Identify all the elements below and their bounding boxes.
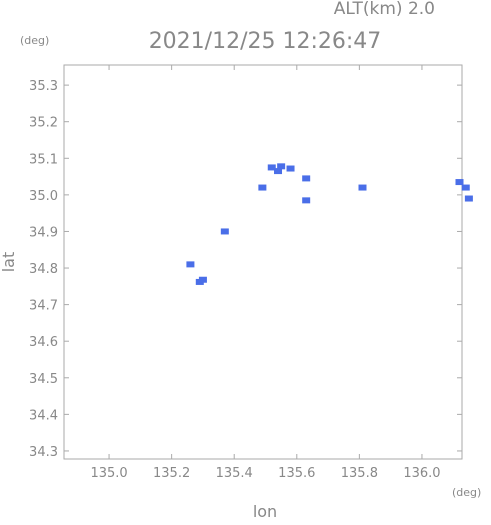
echo-point	[277, 163, 286, 170]
y-tick-label: 34.4	[29, 408, 58, 423]
echo-point	[464, 195, 473, 202]
echo-point	[302, 197, 311, 204]
echo-point	[258, 184, 267, 191]
x-tick-label: 135.4	[216, 466, 253, 481]
y-tick-label: 34.3	[29, 445, 58, 460]
y-tick-label: 35.3	[29, 79, 58, 94]
x-tick-label: 135.0	[90, 466, 127, 481]
y-tick-label: 34.7	[29, 299, 58, 314]
echo-point	[461, 184, 470, 191]
y-tick-label: 35.1	[29, 152, 58, 167]
echo-point	[286, 165, 295, 172]
echo-point	[267, 164, 276, 171]
y-tick-label: 34.9	[29, 225, 58, 240]
x-tick-label: 135.6	[278, 466, 315, 481]
x-tick-label: 136.0	[403, 466, 440, 481]
y-axis-label: lat	[0, 252, 18, 273]
y-tick-label: 35.2	[29, 116, 58, 131]
y-tick-label: 34.6	[29, 335, 58, 350]
x-tick-label: 135.8	[341, 466, 378, 481]
echo-point	[302, 175, 311, 182]
x-tick-label: 135.2	[153, 466, 190, 481]
echo-point	[274, 168, 283, 175]
header: ALT(km) 2.0	[334, 0, 435, 19]
y-tick-label: 35.0	[29, 189, 58, 204]
y-tick-label: 34.8	[29, 262, 58, 277]
echo-point	[195, 278, 204, 285]
echo-point	[186, 261, 195, 268]
echo-point	[220, 228, 229, 235]
chart-title: 2021/12/25 12:26:47	[149, 29, 382, 54]
echo-point	[455, 179, 464, 186]
echo-point	[358, 184, 367, 191]
plot-frame	[63, 64, 463, 460]
y-unit: (deg)	[20, 34, 49, 47]
x-axis-label: lon	[253, 502, 277, 521]
y-tick-label: 34.5	[29, 372, 58, 387]
x-unit: (deg)	[452, 486, 481, 499]
